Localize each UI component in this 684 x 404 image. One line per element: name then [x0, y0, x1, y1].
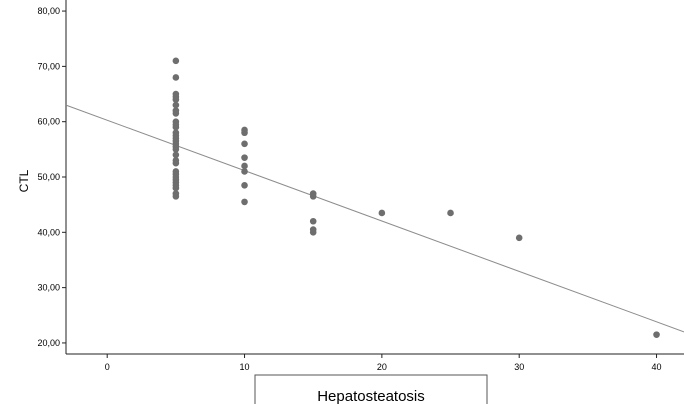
y-tick-label: 70,00 [37, 61, 60, 71]
data-point [172, 159, 180, 167]
x-tick-label: 20 [377, 362, 387, 372]
x-tick-label: 30 [514, 362, 524, 372]
data-point [172, 123, 180, 131]
data-point [378, 209, 386, 217]
data-point [172, 110, 180, 117]
y-tick-label: 40,00 [37, 227, 60, 237]
data-point [447, 209, 454, 217]
y-tick-label: 50,00 [37, 172, 60, 182]
data-point [241, 198, 248, 206]
data-point [653, 331, 660, 338]
data-points [172, 57, 660, 338]
data-point [241, 154, 248, 161]
data-point [241, 162, 248, 170]
x-axis-label-box [254, 374, 488, 404]
data-point [172, 151, 180, 159]
x-tick-label: 40 [652, 362, 662, 372]
data-point [172, 146, 180, 153]
data-point [172, 193, 180, 200]
y-tick-label: 80,00 [37, 6, 60, 16]
data-point [309, 229, 317, 236]
y-ticks: 20,00 30,00 40,00 50,00 60,00 70,00 80,00 [37, 6, 66, 348]
data-point [172, 184, 180, 192]
data-point [172, 96, 180, 103]
data-point [515, 234, 523, 242]
x-axis-label: Hepatosteatosis [317, 388, 425, 404]
data-point [172, 74, 180, 81]
x-tick-label: 10 [240, 362, 250, 372]
data-point [172, 57, 180, 65]
data-point [309, 193, 317, 200]
data-point [241, 129, 248, 137]
data-point [309, 217, 317, 225]
data-point [241, 168, 248, 175]
data-point [172, 101, 180, 109]
y-axis-label: CTL [17, 169, 31, 192]
data-point [241, 181, 248, 189]
y-tick-label: 20,00 [37, 338, 60, 348]
y-tick-label: 60,00 [37, 117, 60, 127]
y-tick-label: 30,00 [37, 283, 60, 293]
x-tick-label: 0 [105, 362, 110, 372]
x-ticks: 0 10 20 30 40 [105, 354, 662, 372]
plot-frame [65, 0, 684, 355]
data-point [241, 140, 248, 148]
fit-line [65, 104, 684, 333]
